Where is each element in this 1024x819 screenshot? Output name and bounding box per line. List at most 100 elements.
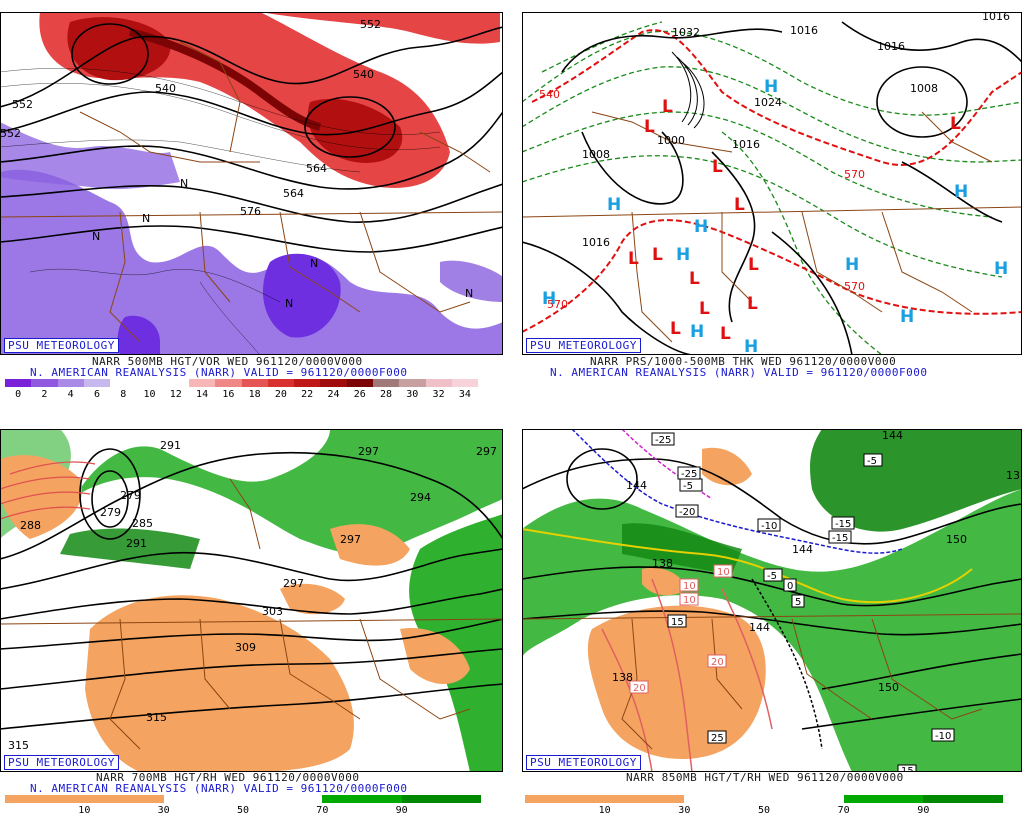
thickness-label: 570 [547,298,568,311]
colorbar-segment [451,379,479,387]
colorbar-segment [188,379,216,387]
thickness-label: 540 [539,88,560,101]
temp-label-box: -20 [675,504,699,518]
svg-text:-5: -5 [867,456,877,467]
low-pressure-marker: L [712,157,723,177]
thickness-label: 570 [844,168,865,181]
low-pressure-marker: L [747,294,758,314]
colorbar-segment [110,379,137,387]
colorbar-segment [604,795,685,803]
colorbar-tick-label: 50 [757,805,771,816]
contour-label: 297 [283,577,304,590]
temp-label-box: 0 [783,578,797,592]
colorbar-segment [136,379,163,387]
low-pressure-marker: L [662,97,673,117]
panel-700mb-rh: 291 297 297 279 279 285 291 294 297 303 … [0,415,506,819]
vorticity-min-marker: N [465,287,473,300]
vorticity-min-marker: N [92,230,100,243]
vorticity-negative-area [440,260,503,302]
contour-label: 279 [100,506,121,519]
thickness-label: 570 [844,280,865,293]
panel-frame [522,12,1022,355]
contour-label: 564 [283,187,304,200]
colorbar-tick-label: 28 [379,389,393,400]
colorbar-segment [5,379,32,387]
panel-title: NARR PRS/1000-500MB THK WED 961120/0000V… [590,355,897,368]
colorbar-segment [267,379,295,387]
temp-label-box: -5 [679,478,703,492]
colorbar-segment [399,379,426,387]
colorbar-ticks: 10 30 50 70 90 [5,805,481,817]
colorbar-segment [843,795,924,803]
psu-meteorology-label: PSU METEOROLOGY [4,338,119,353]
svg-text:10: 10 [683,581,696,592]
svg-text:-25: -25 [655,435,671,446]
colorbar-segment [425,379,452,387]
isobar-label: 1008 [910,82,938,95]
rh-dry-area [280,583,345,615]
contour-label: 297 [340,533,361,546]
colorbar-tick-label: 2 [41,389,48,400]
vorticity-negative-area [0,169,503,355]
panel-500mb-vorticity: 552 540 564 576 552 564 540 552 N N N N … [0,0,506,405]
low-pressure-marker: L [644,117,655,137]
high-pressure-marker: H [900,307,914,327]
colorbar-segment [525,795,605,803]
contour-label: 576 [240,205,261,218]
contour-label: 279 [120,489,141,502]
colorbar-tick-label: 34 [458,389,471,400]
height-label: 144 [882,429,903,442]
panel-title: NARR 850MB HGT/T/RH WED 961120/0000V000 [626,771,904,784]
contour-label: 552 [12,98,33,111]
low-pressure-marker: L [950,114,961,134]
colorbar-segment [5,795,85,803]
isobar-label: 1016 [982,12,1010,23]
isobar-label: 1024 [754,96,782,109]
svg-text:-10: -10 [761,521,777,532]
high-pressure-marker: H [764,77,778,97]
colorbar-segment [84,795,164,803]
svg-text:-5: -5 [767,571,777,582]
svg-text:20: 20 [633,683,646,694]
svg-text:15: 15 [901,766,914,772]
colorbar-ticks: 10 30 50 70 90 [525,805,1003,817]
temp-label-box: 10 [679,578,699,592]
high-pressure-marker: H [694,217,708,237]
contour-label: 297 [476,445,497,458]
panel-850mb-temp-rh: -25 -25 -20 -10 -15 -5 -5 0 5 10 10 10 1… [520,415,1024,819]
rh-dry-area [330,524,410,566]
vorticity-negative-area [117,315,160,355]
low-pressure-marker: L [699,299,710,319]
panel-title: NARR 700MB HGT/RH WED 961120/0000V000 [96,771,360,784]
contour-label: 291 [126,537,147,550]
temp-label-box: 15 [667,614,687,628]
svg-text:-10: -10 [935,731,951,742]
low-pressure-marker: L [720,324,731,344]
rh-dry-area [0,455,82,539]
colorbar-segment [923,795,1004,803]
height-label: 144 [749,621,770,634]
rh-dry-area [642,567,687,596]
colorbar-segment [57,379,84,387]
contour-label: 540 [155,82,176,95]
low-pressure-marker: L [628,249,639,269]
low-pressure-marker: L [652,245,663,265]
contour-label: 303 [262,605,283,618]
high-pressure-marker: H [542,289,556,309]
svg-text:5: 5 [795,597,801,608]
low-pressure-marker: L [734,195,745,215]
rh-moist-area [60,528,200,569]
contour-label: 294 [410,491,431,504]
panel-frame [522,429,1022,772]
colorbar-segment [83,379,111,387]
reanalysis-caption: N. AMERICAN REANALYSIS (NARR) VALID = 96… [550,366,928,379]
contour-label: 552 [360,18,381,31]
temp-label-box: 10 [713,564,733,578]
psu-meteorology-label: PSU METEOROLOGY [526,338,641,353]
colorbar-tick-label: 70 [316,805,329,816]
contour-label: 297 [358,445,379,458]
psu-meteorology-label: PSU METEOROLOGY [4,755,119,770]
colorbar-tick-label: 10 [78,805,91,816]
temp-label-box: -5 [763,568,783,582]
colorbar-tick-label: 90 [395,805,408,816]
